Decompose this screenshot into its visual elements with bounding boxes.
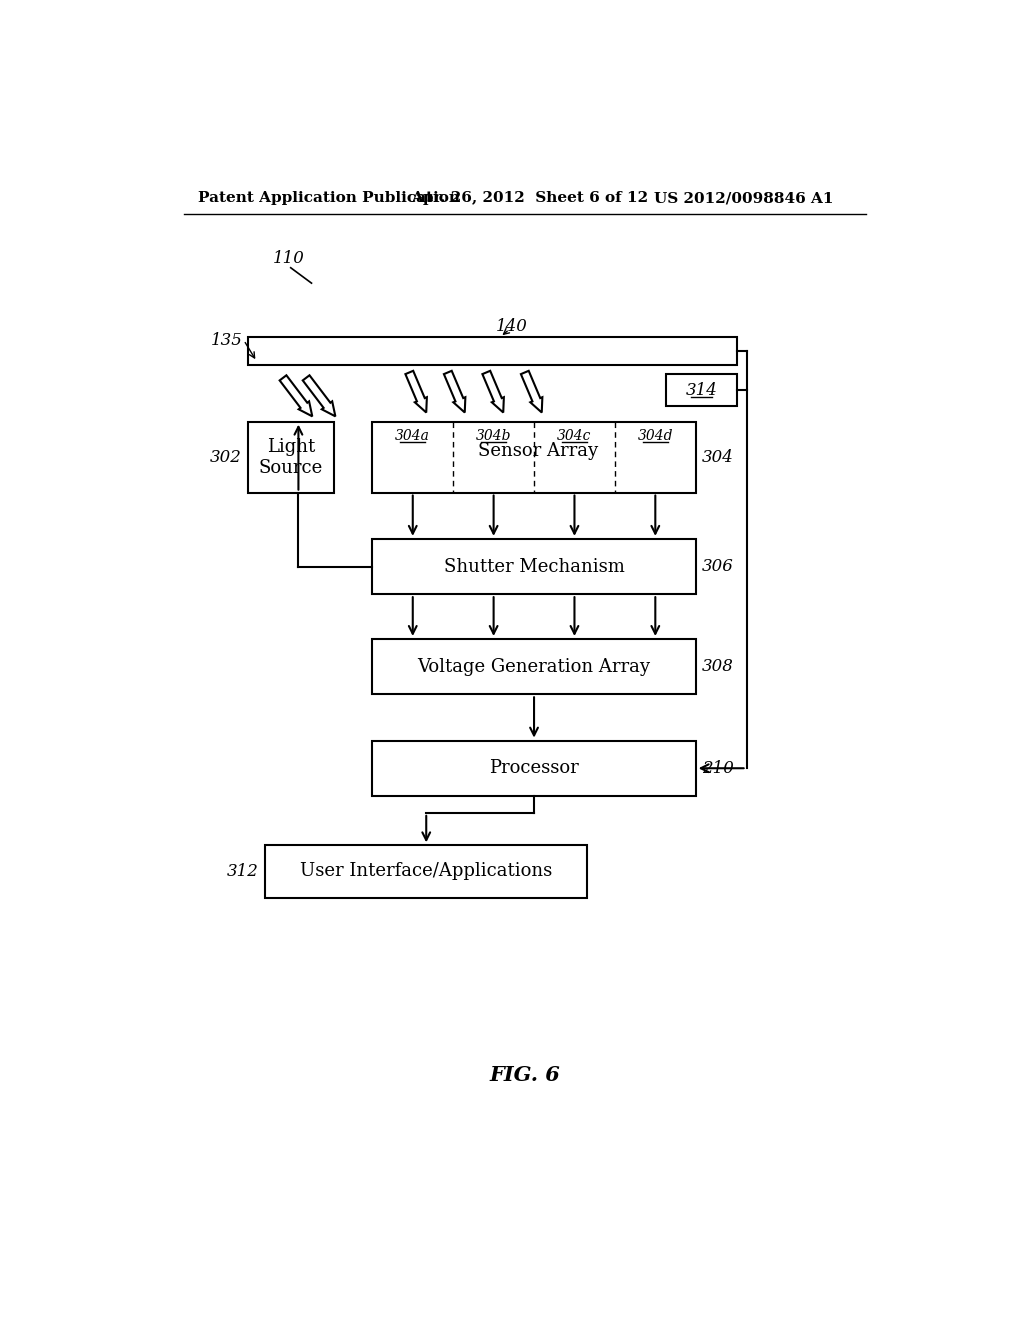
Text: 304d: 304d (638, 429, 673, 442)
Text: Sensor Array: Sensor Array (478, 442, 598, 459)
Bar (248, 422, 334, 492)
Bar (373, 422, 695, 492)
Text: 304a: 304a (395, 429, 430, 442)
Text: 304b: 304b (476, 429, 511, 442)
Polygon shape (280, 375, 312, 416)
Text: US 2012/0098846 A1: US 2012/0098846 A1 (654, 191, 834, 206)
Text: 304: 304 (701, 449, 734, 466)
Text: 135: 135 (211, 333, 243, 350)
Text: 308: 308 (701, 659, 734, 675)
Bar (666, 374, 737, 407)
Text: Apr. 26, 2012  Sheet 6 of 12: Apr. 26, 2012 Sheet 6 of 12 (412, 191, 649, 206)
Text: 314: 314 (686, 381, 718, 399)
Polygon shape (521, 371, 543, 412)
Bar (373, 741, 695, 796)
Text: 140: 140 (496, 318, 527, 335)
Text: 306: 306 (701, 558, 734, 576)
Text: Light
Source: Light Source (259, 438, 323, 477)
Bar (248, 337, 737, 364)
Text: Processor: Processor (489, 759, 579, 777)
Text: 110: 110 (273, 249, 305, 267)
Text: Patent Application Publication: Patent Application Publication (199, 191, 461, 206)
Bar (373, 539, 695, 594)
Text: 210: 210 (701, 760, 734, 776)
Polygon shape (303, 375, 336, 416)
Text: User Interface/Applications: User Interface/Applications (300, 862, 552, 880)
Text: Voltage Generation Array: Voltage Generation Array (418, 657, 650, 676)
Text: FIG. 6: FIG. 6 (489, 1065, 560, 1085)
Polygon shape (406, 371, 427, 412)
Polygon shape (482, 371, 504, 412)
Text: Shutter Mechanism: Shutter Mechanism (443, 557, 625, 576)
Text: 304c: 304c (557, 429, 592, 442)
Bar (265, 845, 587, 898)
Text: 302: 302 (210, 449, 242, 466)
Polygon shape (443, 371, 465, 412)
Text: 312: 312 (227, 863, 259, 880)
Bar (373, 639, 695, 694)
